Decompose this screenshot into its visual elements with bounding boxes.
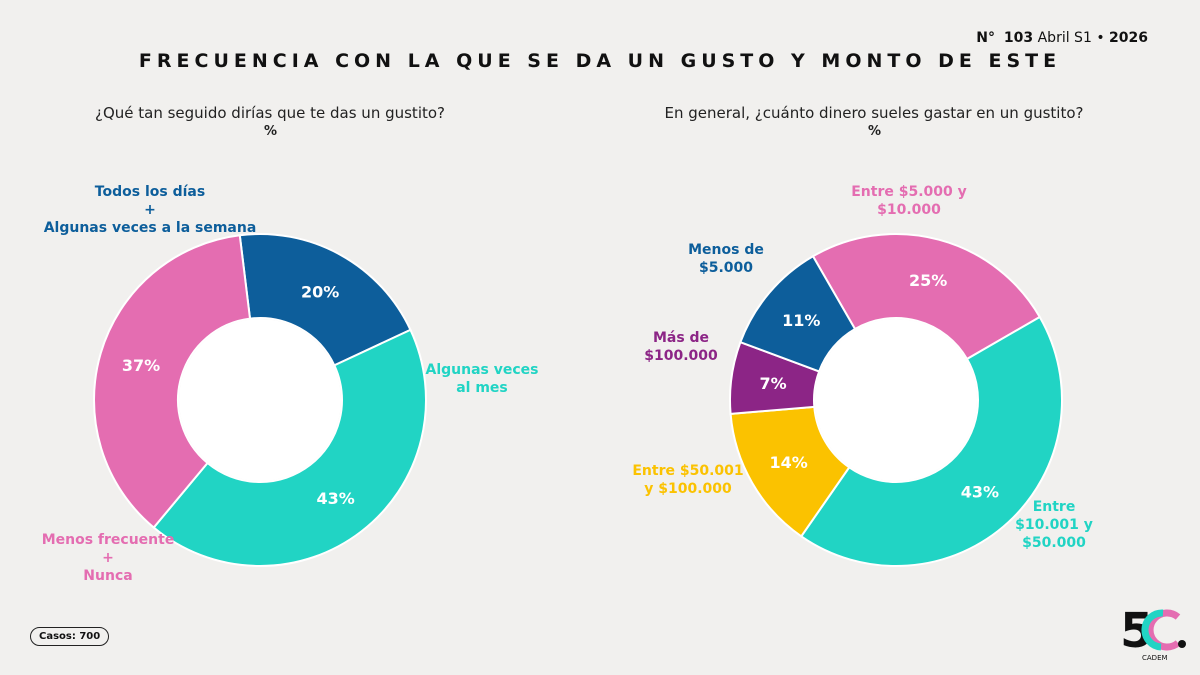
- label-entre-10001-50000: Entre $10.001 y $50.000: [1012, 498, 1096, 552]
- label-line: y $100.000: [644, 481, 732, 497]
- issue-prefix: N°: [976, 30, 996, 46]
- logo-dot: [1178, 640, 1186, 648]
- donut-hole: [179, 319, 341, 481]
- slice-value-todos-los-d-as-algunas-veces-a-la-semana: 20%: [301, 283, 339, 302]
- left-chart-question: ¿Qué tan seguido dirías que te das un gu…: [94, 104, 446, 122]
- page-title: FRECUENCIA CON LA QUE SE DA UN GUSTO Y M…: [138, 50, 1062, 72]
- slice-value-entre-50-001-y-100-000: 14%: [769, 453, 807, 472]
- label-line: +: [102, 550, 114, 566]
- slice-value-m-s-de-100-000: 7%: [760, 374, 787, 393]
- logo-c-arc: [1146, 609, 1181, 651]
- label-line: $5.000: [698, 260, 754, 276]
- right-chart-unit: %: [868, 124, 882, 139]
- slice-value-entre-10-001-y-50-000: 43%: [961, 482, 999, 501]
- issue-year: 2026: [1109, 30, 1148, 46]
- label-line: Menos de: [688, 242, 764, 258]
- spending-donut: 25% 43% 14% 7% 11%: [729, 233, 1063, 567]
- slice-menos-frecuente-nunca: [93, 234, 252, 529]
- label-line: Entre $5.000 y: [851, 184, 967, 200]
- label-line: Menos frecuente: [41, 532, 175, 548]
- slice-value-entre-5-000-y-10-000: 25%: [909, 271, 947, 290]
- label-line: $100.000: [644, 348, 718, 364]
- label-line: $10.000: [877, 202, 941, 218]
- label-menos-de-5000: Menos de $5.000: [676, 241, 776, 277]
- slice-entre-10-001-y-50-000: [799, 315, 1063, 567]
- label-line: Algunas veces a la semana: [43, 220, 257, 236]
- logo-c-arc-left: [1141, 609, 1164, 651]
- slice-value-menos-frecuente-nunca: 37%: [122, 356, 160, 375]
- slice-entre-5-000-y-10-000: [811, 233, 1042, 361]
- label-line: al mes: [456, 380, 508, 396]
- label-line: Algunas veces: [425, 362, 539, 378]
- logo-caption: CADEM: [1142, 654, 1168, 662]
- cases-badge: Casos: 700: [30, 627, 110, 646]
- label-line: $10.001 y: [1015, 517, 1093, 533]
- issue-info: N° 103 Abril S1 • 2026: [976, 30, 1148, 46]
- slice-value-algunas-veces-al-mes: 43%: [317, 489, 355, 508]
- label-menos-frecuente: Menos frecuente + Nunca: [20, 531, 196, 585]
- label-line: Nunca: [83, 568, 133, 584]
- label-entre-5000-10000: Entre $5.000 y $10.000: [834, 183, 984, 219]
- label-entre-50001-100000: Entre $50.001 y $100.000: [630, 462, 746, 498]
- right-chart-question: En general, ¿cuánto dinero sueles gastar…: [664, 104, 1084, 122]
- issue-separator: •: [1096, 30, 1105, 46]
- label-line: +: [144, 202, 156, 218]
- left-chart-unit: %: [264, 124, 278, 139]
- label-todos-los-dias: Todos los días + Algunas veces a la semana: [30, 183, 270, 237]
- issue-period: Abril S1: [1037, 30, 1092, 46]
- label-algunas-veces-al-mes: Algunas veces al mes: [420, 361, 544, 397]
- issue-number: 103: [1003, 30, 1034, 46]
- label-line: Todos los días: [94, 184, 206, 200]
- label-line: Entre $50.001: [632, 463, 744, 479]
- slice-menos-de-5-000: [739, 254, 857, 373]
- label-line: Más de: [652, 330, 710, 346]
- donut-hole: [815, 319, 977, 481]
- cadem-logo: 5 CADEM: [1120, 603, 1186, 662]
- label-mas-de-100000: Más de $100.000: [636, 329, 726, 365]
- label-line: $50.000: [1022, 535, 1086, 551]
- frequency-donut: 20% 43% 37%: [93, 233, 427, 567]
- slice-value-menos-de-5-000: 11%: [782, 311, 820, 330]
- slice-algunas-veces-al-mes: [152, 328, 427, 567]
- label-line: Entre: [1032, 499, 1076, 515]
- slice-todos-los-d-as-algunas-veces-a-la-semana: [238, 233, 412, 367]
